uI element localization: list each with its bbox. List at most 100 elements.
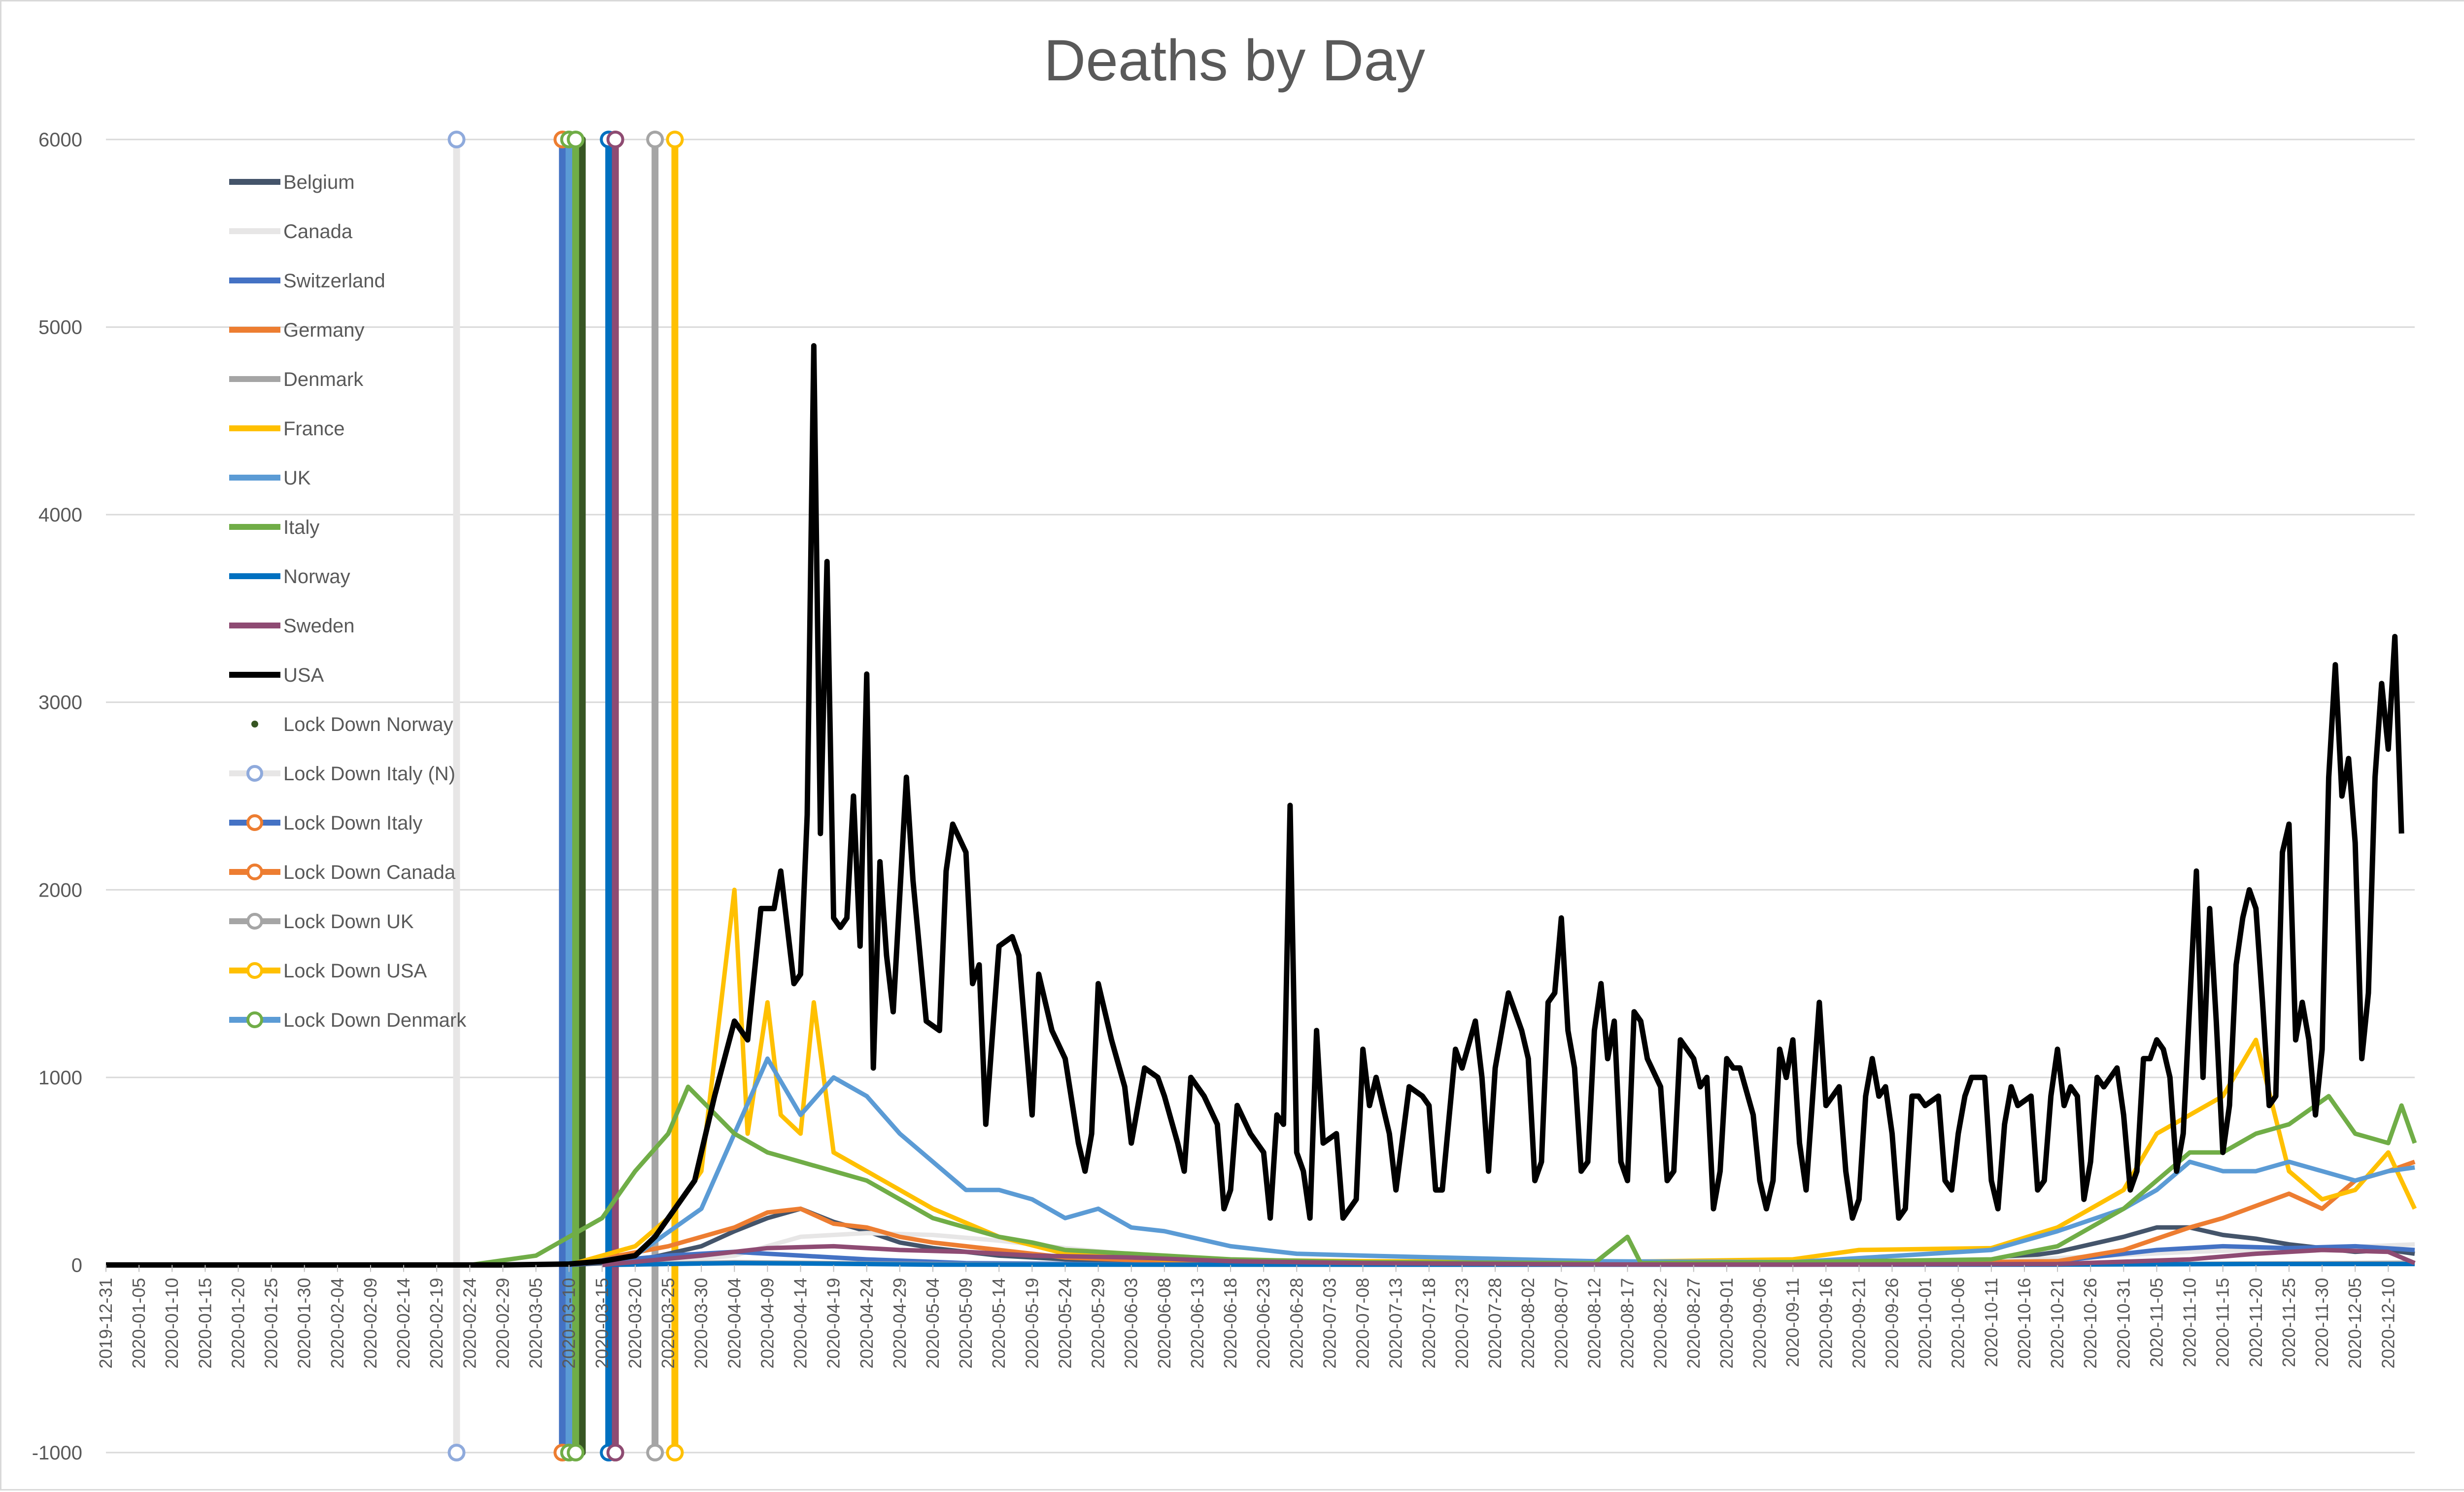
x-tick-label: 2020-10-01 <box>1915 1278 1935 1368</box>
x-tick-label: 2020-01-25 <box>261 1278 281 1368</box>
legend-label: Denmark <box>283 369 364 390</box>
x-tick-label: 2020-10-26 <box>2080 1278 2100 1368</box>
legend-label: Lock Down Italy <box>283 812 422 834</box>
x-tick-label: 2020-05-14 <box>989 1278 1009 1368</box>
legend-marker <box>251 721 258 728</box>
x-tick-label: 2020-09-16 <box>1815 1278 1836 1368</box>
x-tick-label: 2020-12-10 <box>2378 1278 2398 1368</box>
legend-label: Lock Down Italy (N) <box>283 763 455 785</box>
x-tick-label: 2020-11-30 <box>2312 1278 2332 1367</box>
x-tick-label: 2020-08-02 <box>1518 1278 1538 1368</box>
x-tick-label: 2020-06-28 <box>1286 1278 1306 1368</box>
legend-label: Canada <box>283 221 353 243</box>
x-tick-label: 2020-03-15 <box>592 1278 612 1368</box>
lockdown-lines <box>447 131 684 1461</box>
legend-label: USA <box>283 664 324 686</box>
series-line-sweden <box>602 1244 2416 1267</box>
y-tick-label: 0 <box>71 1254 82 1276</box>
legend-marker <box>246 962 263 979</box>
x-tick-label: 2020-04-14 <box>790 1278 811 1368</box>
x-tick-label: 2020-10-31 <box>2113 1278 2133 1368</box>
x-tick-label: 2020-02-19 <box>426 1278 446 1368</box>
series-lines <box>106 343 2417 1268</box>
lockdown-line-1-marker <box>447 1444 466 1461</box>
extra-vline-2-marker <box>606 131 624 148</box>
lockdown-line-5-marker <box>666 131 684 148</box>
x-tick-label: 2020-07-13 <box>1386 1278 1406 1368</box>
x-tick-label: 2020-06-13 <box>1187 1278 1207 1368</box>
lockdown-line-4-marker <box>646 131 664 148</box>
lockdown-line-5-marker <box>666 1444 684 1461</box>
legend-marker <box>246 814 263 831</box>
x-tick-label: 2020-09-21 <box>1848 1278 1869 1368</box>
legend-label: UK <box>283 467 311 489</box>
series-line-norway <box>602 1261 2415 1267</box>
extra-vline-2-marker <box>606 1444 624 1461</box>
legend-label: Lock Down USA <box>283 960 427 982</box>
x-tick-label: 2020-01-10 <box>162 1278 182 1368</box>
x-tick-label: 2020-03-20 <box>625 1278 645 1368</box>
x-tick-label: 2020-12-05 <box>2345 1278 2365 1368</box>
legend-label: Norway <box>283 566 350 588</box>
x-tick-label: 2020-03-30 <box>691 1278 711 1368</box>
legend-label: Lock Down Canada <box>283 862 456 883</box>
x-tick-label: 2020-10-16 <box>2014 1278 2034 1368</box>
extra-vline-0-marker <box>567 131 585 148</box>
x-tick-label: 2020-08-22 <box>1650 1278 1671 1368</box>
x-tick-label: 2020-01-15 <box>195 1278 215 1368</box>
y-tick-label: 4000 <box>38 504 82 526</box>
lockdown-line-1-marker <box>447 131 466 148</box>
x-tick-label: 2020-09-01 <box>1716 1278 1737 1368</box>
x-tick-label: 2020-06-03 <box>1121 1278 1141 1368</box>
x-tick-label: 2020-08-12 <box>1584 1278 1604 1368</box>
x-tick-label: 2020-11-25 <box>2279 1278 2299 1367</box>
x-tick-label: 2020-09-26 <box>1882 1278 1902 1368</box>
x-tick-label: 2020-08-27 <box>1683 1278 1704 1368</box>
x-tick-label: 2019-12-31 <box>96 1278 116 1368</box>
legend-label: Belgium <box>283 172 355 193</box>
legend-label: Switzerland <box>283 270 385 292</box>
x-tick-label: 2020-04-19 <box>823 1278 844 1368</box>
y-tick-label: 5000 <box>38 317 82 339</box>
chart-title: Deaths by Day <box>1044 28 1425 93</box>
legend-marker <box>246 1011 263 1028</box>
x-tick-label: 2020-02-04 <box>327 1278 347 1368</box>
x-tick-label: 2020-05-19 <box>1022 1278 1042 1368</box>
x-tick-label: 2020-04-24 <box>856 1278 877 1368</box>
x-tick-label: 2020-04-09 <box>757 1278 777 1368</box>
x-tick-label: 2020-06-23 <box>1253 1278 1273 1368</box>
x-tick-label: 2020-07-18 <box>1419 1278 1439 1368</box>
y-tick-label: -1000 <box>32 1442 82 1464</box>
legend-marker <box>246 864 263 880</box>
x-tick-label: 2020-10-11 <box>1981 1278 2001 1367</box>
x-tick-label: 2020-04-04 <box>724 1278 744 1368</box>
x-tick-label: 2020-02-09 <box>360 1278 380 1368</box>
series-line-germany <box>568 1159 2416 1267</box>
x-tick-label: 2020-08-17 <box>1617 1278 1638 1368</box>
y-tick-label: 2000 <box>38 879 82 901</box>
x-tick-label: 2020-07-08 <box>1353 1278 1373 1368</box>
x-tick-label: 2020-06-18 <box>1220 1278 1240 1368</box>
legend-label: Sweden <box>283 615 355 637</box>
series-line-usa <box>106 343 2404 1268</box>
x-tick-label: 2020-01-05 <box>129 1278 149 1368</box>
legend-marker <box>246 765 263 782</box>
x-tick-label: 2020-04-29 <box>890 1278 910 1368</box>
x-tick-label: 2020-11-10 <box>2180 1278 2200 1367</box>
legend-marker <box>246 913 263 930</box>
x-tick-label: 2020-08-07 <box>1551 1278 1571 1368</box>
lockdown-line-4-marker <box>646 1444 664 1461</box>
x-tick-label: 2020-11-20 <box>2246 1278 2266 1367</box>
legend-label: Lock Down UK <box>283 911 414 933</box>
legend-label: Lock Down Norway <box>283 714 453 735</box>
y-tick-label: 1000 <box>38 1067 82 1089</box>
y-tick-label: 6000 <box>38 129 82 151</box>
x-tick-label: 2020-10-21 <box>2047 1278 2067 1368</box>
y-axis-ticks: 6000 5000 4000 3000 2000 1000 0 -1000 <box>32 129 82 1464</box>
x-tick-label: 2020-03-25 <box>658 1278 678 1368</box>
extra-vline-0-marker <box>567 1444 585 1461</box>
x-tick-label: 2020-07-03 <box>1319 1278 1339 1368</box>
y-tick-label: 3000 <box>38 692 82 714</box>
